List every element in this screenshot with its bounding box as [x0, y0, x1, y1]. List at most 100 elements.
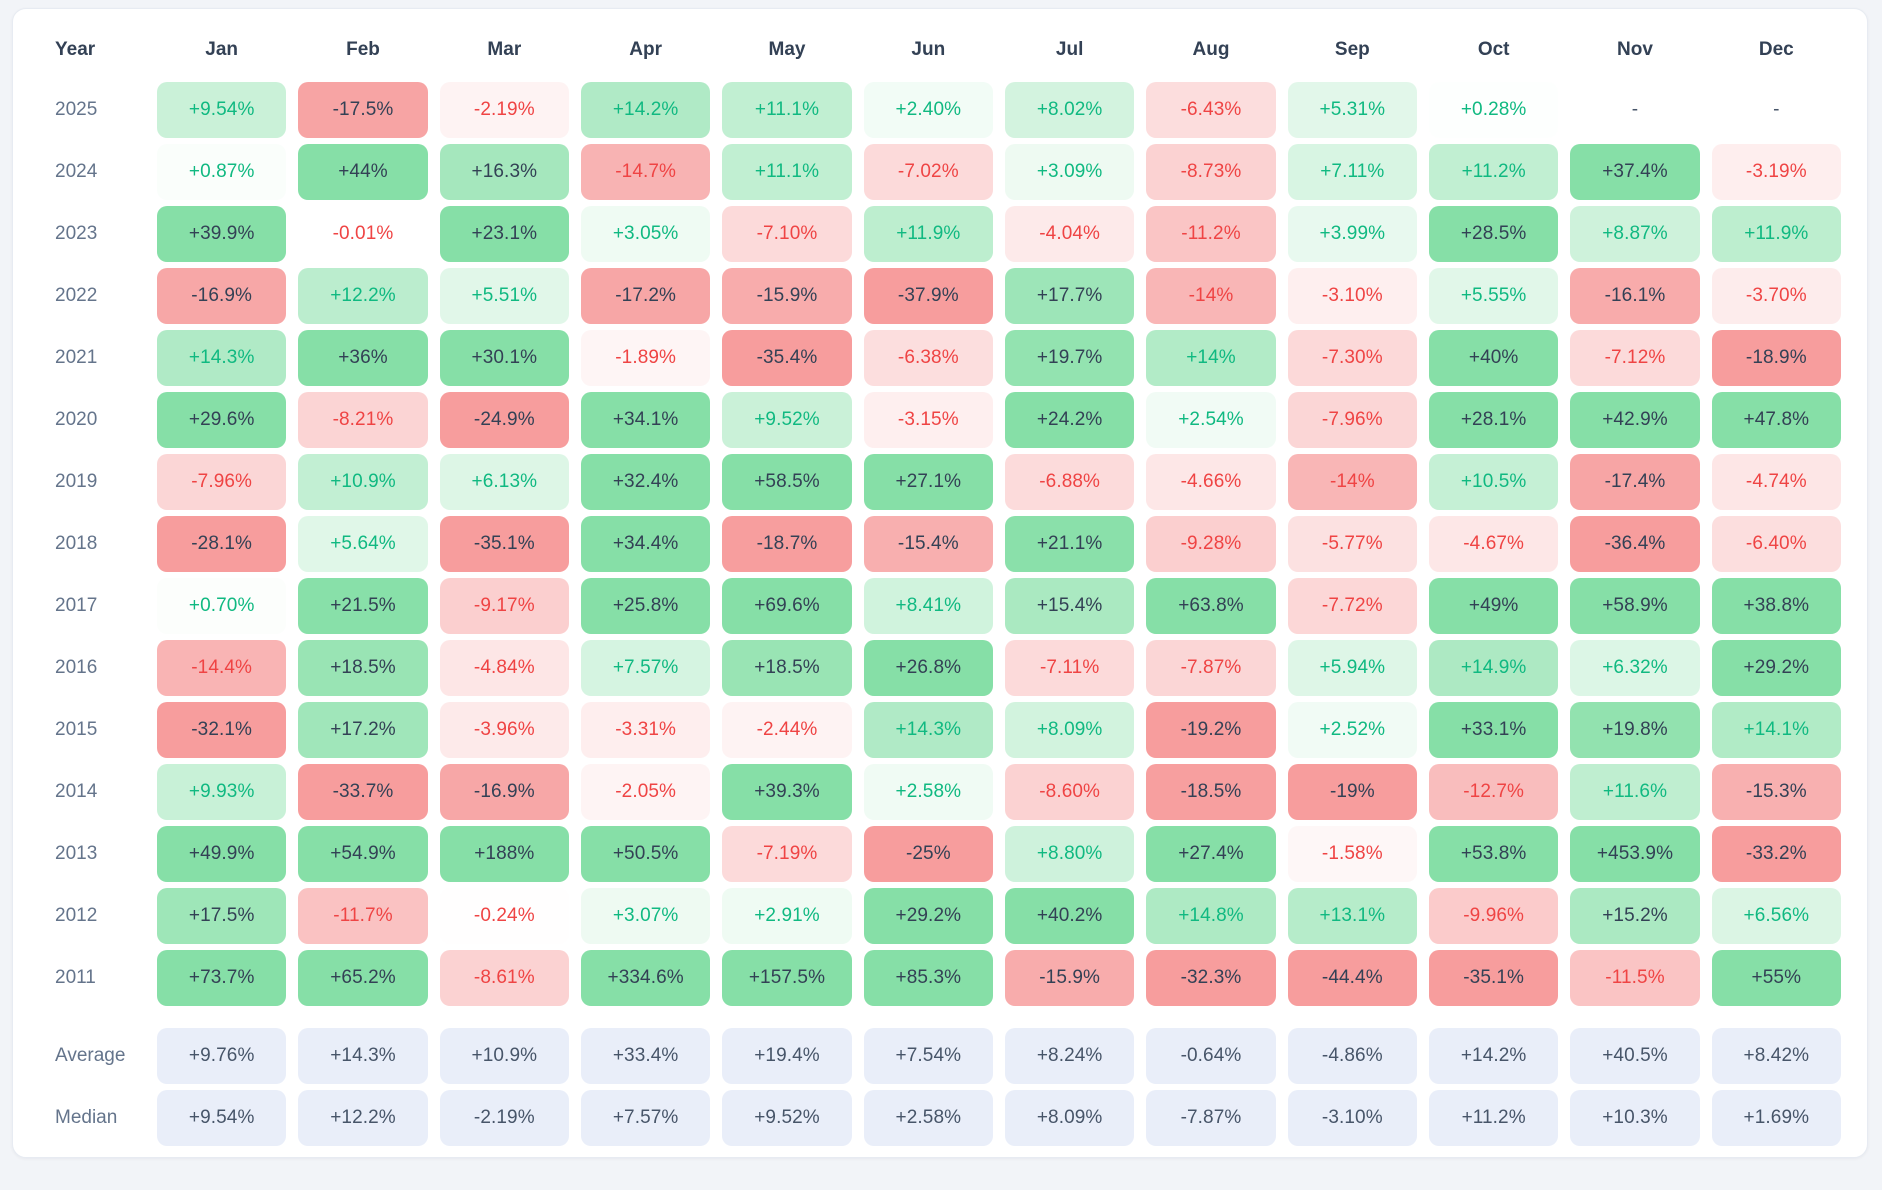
return-cell: -17.5%	[298, 82, 428, 138]
return-cell-wrap: -19.2%	[1140, 699, 1281, 761]
summary-cell-wrap: +10.3%	[1564, 1087, 1705, 1149]
header-cell-month: Sep	[1334, 39, 1370, 60]
return-cell: +8.41%	[863, 578, 993, 634]
return-cell: -3.70%	[1711, 268, 1841, 324]
return-cell-wrap: +9.54%	[151, 79, 292, 141]
summary-cell-wrap: +7.57%	[575, 1087, 716, 1149]
summary-cell-wrap: +12.2%	[292, 1087, 433, 1149]
return-cell: +50.5%	[580, 826, 711, 882]
return-cell-wrap: -5.77%	[1282, 513, 1423, 575]
summary-cell-wrap: +9.54%	[151, 1087, 292, 1149]
return-cell: +27.4%	[1146, 826, 1276, 882]
return-cell-wrap: +11.1%	[716, 141, 857, 203]
return-cell: +7.57%	[580, 640, 711, 696]
return-cell: +8.09%	[1004, 702, 1135, 758]
return-cell: +17.7%	[1004, 268, 1135, 324]
return-cell: -11.7%	[298, 888, 428, 944]
return-cell: -16.9%	[157, 268, 287, 324]
return-cell-wrap: +11.1%	[716, 79, 857, 141]
summary-row-label: Median	[55, 1107, 118, 1128]
year-label: 2012	[55, 905, 98, 926]
summary-cell: -2.19%	[439, 1090, 569, 1146]
return-cell-wrap: -32.1%	[151, 699, 292, 761]
return-cell: -3.96%	[439, 702, 569, 758]
return-cell-wrap: +14.3%	[151, 327, 292, 389]
return-cell: -7.96%	[1287, 392, 1417, 448]
return-cell: +15.4%	[1004, 578, 1135, 634]
return-cell: +14%	[1146, 330, 1276, 386]
summary-cell: +40.5%	[1570, 1028, 1700, 1084]
return-cell: -17.4%	[1570, 454, 1700, 510]
return-cell-wrap: +5.31%	[1282, 79, 1423, 141]
summary-cell: -4.86%	[1287, 1028, 1417, 1084]
return-cell: +14.8%	[1146, 888, 1276, 944]
return-cell-wrap: +3.99%	[1282, 203, 1423, 265]
return-cell-wrap: +18.5%	[292, 637, 433, 699]
return-cell-wrap: -8.73%	[1140, 141, 1281, 203]
return-cell: -7.30%	[1287, 330, 1417, 386]
return-cell-wrap: -2.44%	[716, 699, 857, 761]
return-cell-wrap: +18.5%	[716, 637, 857, 699]
return-cell: +49%	[1428, 578, 1559, 634]
summary-cell: +33.4%	[580, 1028, 711, 1084]
return-cell-wrap: -15.3%	[1706, 761, 1847, 823]
summary-cell: +1.69%	[1711, 1090, 1841, 1146]
return-cell-wrap: +21.5%	[292, 575, 433, 637]
return-cell-wrap: +36%	[292, 327, 433, 389]
summary-cell: +7.57%	[580, 1090, 711, 1146]
summary-cell: +14.2%	[1428, 1028, 1559, 1084]
summary-cell: +9.52%	[722, 1090, 852, 1146]
return-cell: +47.8%	[1711, 392, 1841, 448]
header-cell-month: Jun	[911, 39, 946, 60]
return-cell: +0.28%	[1460, 99, 1527, 120]
return-cell: +2.54%	[1146, 392, 1276, 448]
return-cell-wrap: -4.04%	[999, 203, 1140, 265]
summary-cell: -0.64%	[1146, 1028, 1276, 1084]
return-cell: +23.1%	[439, 206, 569, 262]
return-cell: +14.3%	[863, 702, 993, 758]
return-cell: -4.74%	[1711, 454, 1841, 510]
return-cell: +25.8%	[580, 578, 711, 634]
return-cell: -35.1%	[439, 516, 569, 572]
summary-cell: +10.3%	[1570, 1090, 1700, 1146]
return-cell-wrap: -18.7%	[716, 513, 857, 575]
header-cell-month: Jan	[205, 39, 239, 60]
return-cell-wrap: +65.2%	[292, 947, 433, 1009]
return-cell-wrap: +5.51%	[434, 265, 575, 327]
return-cell: -4.67%	[1428, 516, 1559, 572]
return-cell: -7.10%	[722, 206, 852, 262]
return-cell-wrap: -4.66%	[1140, 451, 1281, 513]
header-cell-month: Aug	[1192, 39, 1230, 60]
return-cell-wrap: +33.1%	[1423, 699, 1564, 761]
return-cell-wrap: +14.8%	[1140, 885, 1281, 947]
return-cell-wrap: +47.8%	[1706, 389, 1847, 451]
return-cell-wrap: -6.88%	[999, 451, 1140, 513]
return-cell: +69.6%	[722, 578, 852, 634]
return-cell-wrap: -3.19%	[1706, 141, 1847, 203]
return-cell: -7.87%	[1146, 640, 1276, 696]
return-cell: -0.01%	[332, 223, 394, 244]
return-cell-wrap: -1.89%	[575, 327, 716, 389]
return-cell: +2.58%	[863, 764, 993, 820]
summary-cell-wrap: +8.09%	[999, 1087, 1140, 1149]
return-cell-wrap: -7.30%	[1282, 327, 1423, 389]
summary-cell-wrap: +7.54%	[858, 1025, 999, 1087]
return-cell-wrap: -33.2%	[1706, 823, 1847, 885]
return-cell-wrap: -15.9%	[999, 947, 1140, 1009]
return-cell-wrap: +5.94%	[1282, 637, 1423, 699]
return-cell: +11.6%	[1570, 764, 1700, 820]
return-cell: +3.07%	[580, 888, 711, 944]
return-cell-wrap: -15.9%	[716, 265, 857, 327]
return-cell-wrap: +34.4%	[575, 513, 716, 575]
return-cell-wrap: +39.3%	[716, 761, 857, 823]
year-label: 2014	[55, 781, 98, 802]
summary-cell-wrap: +8.42%	[1706, 1025, 1847, 1087]
summary-cell-wrap: +8.24%	[999, 1025, 1140, 1087]
return-cell: +55%	[1711, 950, 1841, 1006]
return-cell-wrap: +2.52%	[1282, 699, 1423, 761]
return-cell: -15.3%	[1711, 764, 1841, 820]
year-label: 2025	[55, 99, 98, 120]
return-cell-wrap: +29.2%	[1706, 637, 1847, 699]
return-cell: +2.52%	[1287, 702, 1417, 758]
return-cell-wrap: +8.87%	[1564, 203, 1705, 265]
